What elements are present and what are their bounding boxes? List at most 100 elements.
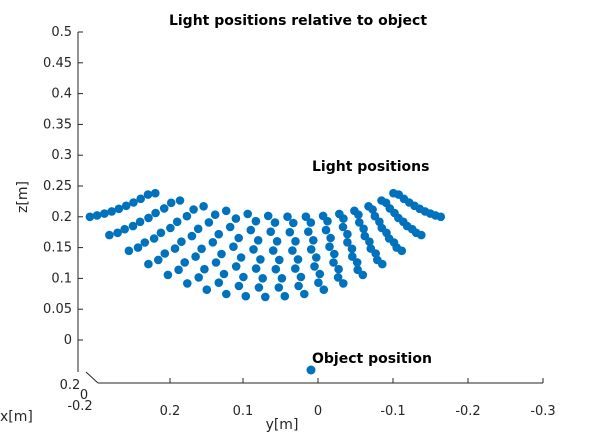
light-position-point	[133, 243, 143, 252]
light-position-point	[277, 274, 287, 283]
light-position-point	[156, 228, 166, 238]
z-tick-label: 0.1	[51, 271, 72, 286]
light-position-point	[335, 209, 344, 219]
light-position-point	[194, 273, 203, 282]
light-position-point	[353, 265, 363, 275]
light-position-point	[85, 212, 95, 222]
light-position-point	[370, 211, 380, 221]
light-position-point	[310, 262, 319, 271]
light-positions-series	[85, 188, 446, 302]
y-tick-label: -0.1	[380, 404, 405, 419]
light-position-point	[283, 212, 292, 221]
light-position-point	[229, 242, 238, 251]
light-position-point	[312, 253, 321, 262]
light-position-point	[163, 270, 173, 280]
light-position-point	[377, 196, 386, 205]
x-tick-label: -0.2	[67, 399, 92, 414]
light-position-point	[160, 249, 170, 258]
light-position-point	[321, 225, 331, 235]
light-position-point	[225, 222, 235, 232]
light-position-point	[338, 222, 348, 232]
light-position-point	[214, 278, 224, 288]
y-tick-label: 0.2	[160, 404, 181, 419]
z-tick-label: 0.4	[51, 87, 72, 102]
z-axis-label: z[m]	[15, 181, 31, 213]
light-position-point	[270, 218, 280, 227]
light-position-point	[208, 238, 218, 247]
light-position-point	[170, 244, 180, 253]
light-position-point	[113, 228, 122, 238]
light-position-point	[217, 249, 226, 259]
light-position-point	[343, 238, 352, 247]
light-position-point	[243, 209, 252, 219]
light-position-point	[149, 234, 159, 243]
light-position-point	[285, 227, 295, 237]
light-position-point	[197, 244, 206, 254]
light-position-point	[261, 292, 270, 302]
light-position-point	[315, 269, 325, 279]
light-position-point	[296, 272, 306, 282]
light-position-point	[105, 230, 114, 240]
light-position-point	[187, 231, 197, 241]
z-tick-label: 0.15	[43, 241, 72, 256]
x-axis-label: x[m]	[0, 409, 33, 425]
light-position-point	[280, 291, 290, 301]
light-position-point	[301, 212, 311, 221]
light-position-point	[274, 283, 284, 292]
light-position-point	[144, 213, 153, 223]
light-position-point	[231, 214, 241, 223]
light-position-point	[222, 289, 231, 299]
light-position-point	[291, 237, 300, 246]
light-position-point	[174, 265, 183, 275]
light-position-point	[263, 211, 273, 221]
x-axis-ticks: 0.20-0.2	[60, 378, 93, 414]
light-position-point	[366, 244, 376, 253]
light-position-point	[249, 245, 258, 254]
light-position-point	[140, 238, 150, 247]
light-position-point	[294, 281, 303, 291]
light-position-point	[234, 233, 243, 243]
light-position-point	[251, 264, 261, 273]
object-position-annotation: Object position	[312, 351, 432, 367]
light-position-point	[318, 211, 328, 221]
light-position-point	[219, 269, 229, 279]
y-tick-label: -0.2	[455, 404, 480, 419]
y-axis-label: y[m]	[266, 417, 299, 433]
light-position-point	[348, 252, 357, 261]
light-position-point	[175, 196, 185, 205]
light-position-point	[114, 204, 124, 214]
light-position-point	[121, 201, 131, 211]
light-position-point	[120, 224, 129, 234]
light-position-point	[100, 209, 109, 218]
x-tick-label: 0	[80, 388, 88, 403]
light-position-point	[268, 246, 278, 255]
light-position-point	[177, 237, 186, 246]
light-position-point	[350, 206, 359, 216]
light-position-point	[172, 217, 182, 227]
light-position-point	[256, 255, 265, 264]
y-tick-label: 0	[314, 404, 322, 419]
light-position-point	[246, 225, 256, 235]
z-tick-label: 0	[64, 333, 72, 348]
light-position-point	[199, 202, 208, 211]
z-tick-label: 0.5	[51, 25, 72, 40]
x-axis-line	[85, 371, 99, 384]
light-position-point	[389, 188, 398, 198]
light-position-point	[326, 233, 335, 243]
chart-title: Light positions relative to object	[169, 13, 427, 29]
light-position-point	[124, 246, 134, 256]
light-position-point	[144, 259, 153, 269]
light-position-point	[251, 216, 261, 226]
light-position-point	[254, 283, 264, 292]
light-position-point	[314, 278, 323, 288]
light-position-point	[309, 236, 318, 245]
light-position-point	[151, 208, 160, 218]
light-position-point	[306, 218, 316, 227]
light-position-point	[135, 217, 145, 227]
light-position-point	[236, 253, 246, 262]
light-position-point	[364, 202, 373, 211]
light-position-point	[107, 207, 116, 216]
y-axis-ticks: 0.2 0.1 0 -0.1 -0.2 -0.3	[160, 378, 556, 419]
